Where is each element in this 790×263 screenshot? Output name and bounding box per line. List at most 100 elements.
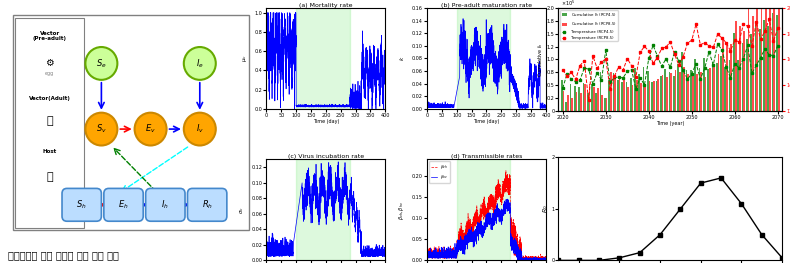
Bar xyxy=(627,87,629,111)
Circle shape xyxy=(184,113,216,145)
Bar xyxy=(686,70,687,111)
Bar xyxy=(651,82,653,111)
Bar xyxy=(668,73,670,111)
$\beta_{hv}$ xyxy=(513,259,522,262)
Bar xyxy=(591,84,592,111)
Bar xyxy=(649,81,650,111)
Temperature (RCP4.5) xyxy=(631,87,641,90)
Bar xyxy=(720,56,722,111)
Y-axis label: $\beta_{vh}, \beta_{hv}$: $\beta_{vh}, \beta_{hv}$ xyxy=(397,200,406,220)
$\beta_{vh}$ xyxy=(428,254,438,257)
Text: $I_v$: $I_v$ xyxy=(196,123,204,135)
Temperature (RCP4.5) xyxy=(626,68,636,71)
Title: (b) Pre-adult maturation rate: (b) Pre-adult maturation rate xyxy=(441,3,532,8)
Bar xyxy=(457,8,510,109)
Bar xyxy=(750,34,752,111)
Bar xyxy=(597,88,599,111)
Temperature (RCP8.5) xyxy=(631,75,641,79)
Bar xyxy=(640,83,642,111)
Bar xyxy=(705,77,706,111)
Text: ⚙: ⚙ xyxy=(45,58,54,68)
Bar xyxy=(761,0,762,111)
Bar xyxy=(683,67,685,111)
$\beta_{hv}$ xyxy=(538,257,547,260)
Bar xyxy=(647,71,649,111)
Bar xyxy=(765,0,766,111)
Bar xyxy=(666,77,668,111)
Bar xyxy=(701,72,702,111)
Bar xyxy=(610,72,611,111)
Bar xyxy=(587,93,589,111)
Line: Temperature (RCP4.5): Temperature (RCP4.5) xyxy=(562,43,779,90)
Text: $S_e$: $S_e$ xyxy=(96,57,107,70)
$\beta_{hv}$ xyxy=(538,257,547,260)
Temperature (RCP4.5) xyxy=(773,44,783,47)
Title: (c) Virus incubation rate: (c) Virus incubation rate xyxy=(288,154,364,159)
Bar xyxy=(759,29,761,111)
Line: Temperature (RCP8.5): Temperature (RCP8.5) xyxy=(562,18,779,102)
Bar xyxy=(636,80,638,111)
Bar xyxy=(698,68,701,111)
FancyBboxPatch shape xyxy=(187,188,227,221)
$\beta_{vh}$ xyxy=(501,169,510,172)
X-axis label: Time (year): Time (year) xyxy=(656,122,684,127)
Text: 🏥: 🏥 xyxy=(47,172,53,182)
Line: $\beta_{hv}$: $\beta_{hv}$ xyxy=(427,199,546,260)
Bar xyxy=(763,20,765,111)
Bar xyxy=(608,80,610,111)
Bar xyxy=(692,74,694,111)
Bar xyxy=(726,42,728,111)
Bar xyxy=(778,0,780,111)
Y-axis label: Cumulative $I_h$: Cumulative $I_h$ xyxy=(536,42,545,77)
Bar xyxy=(679,72,681,111)
$\beta_{hv}$ xyxy=(541,257,551,260)
Text: $E_h$: $E_h$ xyxy=(118,199,129,211)
Bar xyxy=(756,0,758,111)
Bar xyxy=(592,87,595,111)
Temperature (RCP8.5) xyxy=(558,68,567,71)
Text: 🦟: 🦟 xyxy=(47,117,53,127)
Bar xyxy=(709,68,711,111)
Bar xyxy=(664,69,666,111)
Bar xyxy=(617,80,619,111)
Temperature (RCP8.5) xyxy=(765,18,774,21)
Bar xyxy=(703,58,705,111)
Bar xyxy=(731,44,732,111)
Bar xyxy=(571,98,573,111)
Bar xyxy=(739,26,741,111)
Temperature (RCP8.5) xyxy=(769,40,778,43)
Text: $R_h$: $R_h$ xyxy=(201,199,213,211)
Bar xyxy=(582,83,585,111)
Text: $S_h$: $S_h$ xyxy=(77,199,87,211)
Bar xyxy=(580,93,581,111)
Temperature (RCP4.5) xyxy=(558,87,567,90)
Bar xyxy=(296,159,350,260)
X-axis label: Time (day): Time (day) xyxy=(313,119,339,124)
Text: Host: Host xyxy=(43,149,57,154)
Bar xyxy=(566,102,567,111)
Bar xyxy=(638,74,640,111)
Temperature (RCP8.5) xyxy=(717,36,727,39)
Bar xyxy=(606,98,608,111)
Bar xyxy=(596,93,597,111)
FancyBboxPatch shape xyxy=(62,188,101,221)
$\beta_{vh}$ xyxy=(477,211,487,214)
Y-axis label: $R_0$: $R_0$ xyxy=(541,204,550,213)
Y-axis label: $\mu_v$: $\mu_v$ xyxy=(241,54,249,62)
Title: (d) Transmissible rates: (d) Transmissible rates xyxy=(451,154,522,159)
Circle shape xyxy=(85,47,118,80)
Bar xyxy=(589,84,590,111)
Bar xyxy=(677,64,679,111)
Bar xyxy=(574,86,576,111)
$\beta_{hv}$ xyxy=(423,257,432,260)
Circle shape xyxy=(134,113,167,145)
Line: $\beta_{vh}$: $\beta_{vh}$ xyxy=(427,171,546,260)
Bar xyxy=(673,76,675,111)
Bar xyxy=(776,15,778,111)
Bar xyxy=(735,21,736,111)
Text: 기후변화에 따른 뎅기열 감염 확산 연구: 기후변화에 따른 뎅기열 감염 확산 연구 xyxy=(8,250,118,260)
Text: $\times10^5$: $\times10^5$ xyxy=(561,0,575,8)
$\beta_{vh}$ xyxy=(538,256,547,259)
Bar xyxy=(562,91,565,111)
Bar xyxy=(576,92,577,111)
